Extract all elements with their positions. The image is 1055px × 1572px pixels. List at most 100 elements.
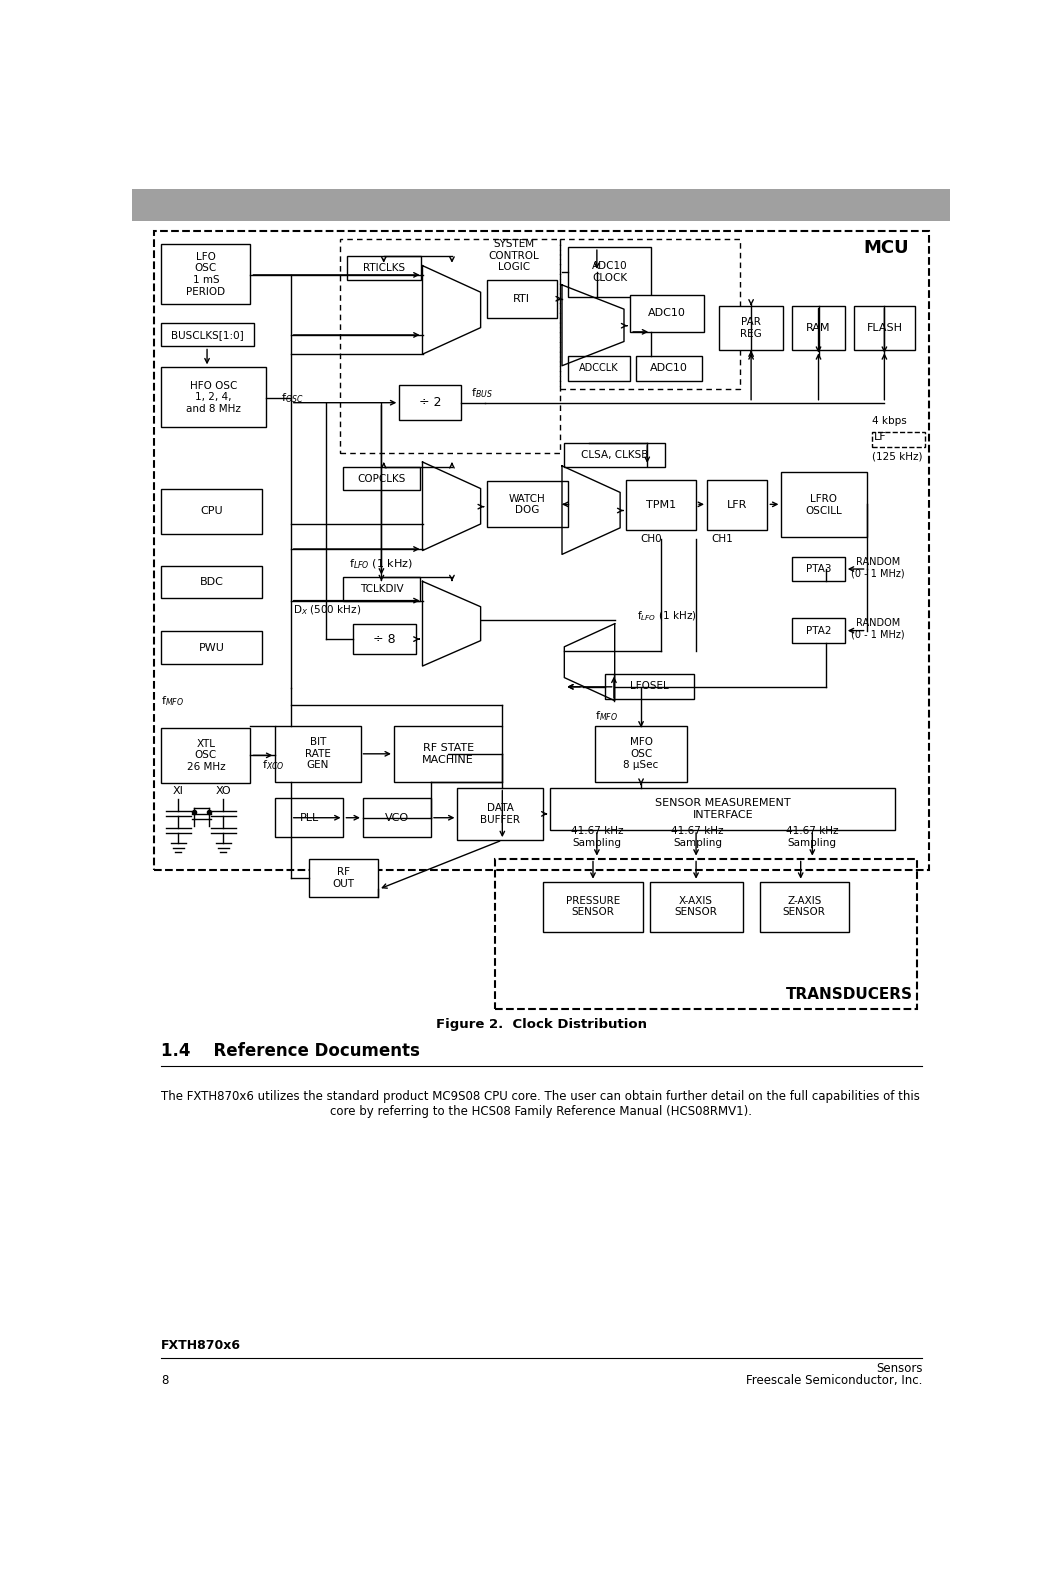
Bar <box>308 858 379 898</box>
Text: MFO
OSC
8 μSec: MFO OSC 8 μSec <box>624 737 658 770</box>
Bar <box>347 256 421 280</box>
Text: f$_{MFO}$: f$_{MFO}$ <box>595 709 618 723</box>
Bar <box>560 239 741 388</box>
Text: BUSCLKS[1:0]: BUSCLKS[1:0] <box>172 330 244 340</box>
Text: HFO OSC
1, 2, 4,
and 8 MHz: HFO OSC 1, 2, 4, and 8 MHz <box>186 380 242 413</box>
Text: BDC: BDC <box>199 577 224 586</box>
Text: f$_{XCO}$: f$_{XCO}$ <box>262 758 285 772</box>
Bar <box>569 247 651 297</box>
Text: RTICLKS: RTICLKS <box>363 263 405 274</box>
Bar <box>760 882 849 932</box>
Text: RF STATE
MACHINE: RF STATE MACHINE <box>422 744 474 764</box>
Bar <box>605 674 694 700</box>
Bar <box>792 305 845 351</box>
Text: DATA
BUFFER: DATA BUFFER <box>480 803 520 825</box>
Bar <box>720 305 783 351</box>
Bar <box>486 280 557 318</box>
Bar <box>564 443 665 467</box>
Bar <box>394 726 502 781</box>
Text: SYSTEM
CONTROL
LOGIC: SYSTEM CONTROL LOGIC <box>488 239 539 272</box>
Text: RF
OUT: RF OUT <box>332 868 354 888</box>
Text: PLL: PLL <box>300 813 319 822</box>
Bar <box>363 799 431 836</box>
Text: XO: XO <box>215 786 231 795</box>
Text: 4 kbps: 4 kbps <box>872 417 906 426</box>
Text: PAR
REG: PAR REG <box>741 318 762 340</box>
Text: XI: XI <box>173 786 184 795</box>
Text: Figure 2.  Clock Distribution: Figure 2. Clock Distribution <box>436 1017 647 1031</box>
Text: WATCH
DOG: WATCH DOG <box>510 494 545 516</box>
Text: f$_{LFO}$ (1 kHz): f$_{LFO}$ (1 kHz) <box>349 558 413 571</box>
Bar <box>792 556 845 582</box>
Text: CH1: CH1 <box>711 534 733 544</box>
Text: 8: 8 <box>161 1374 169 1387</box>
Text: PTA3: PTA3 <box>806 564 831 574</box>
Bar <box>569 355 630 380</box>
Bar <box>161 368 266 428</box>
Text: FXTH870x6: FXTH870x6 <box>161 1339 242 1352</box>
Text: COPCLKS: COPCLKS <box>358 473 405 484</box>
Text: CH0: CH0 <box>640 534 661 544</box>
Text: TCLKDIV: TCLKDIV <box>360 585 403 594</box>
Text: SENSOR MEASUREMENT
INTERFACE: SENSOR MEASUREMENT INTERFACE <box>655 799 790 819</box>
Text: The FXTH870x6 utilizes the standard product MC9S08 CPU core. The user can obtain: The FXTH870x6 utilizes the standard prod… <box>161 1089 920 1118</box>
Text: ADCCLK: ADCCLK <box>579 363 619 374</box>
Text: Z-AXIS
SENSOR: Z-AXIS SENSOR <box>783 896 826 918</box>
Text: f$_{LFO}$ (1 kHz): f$_{LFO}$ (1 kHz) <box>637 610 696 623</box>
Text: 41.67 kHz
Sampling: 41.67 kHz Sampling <box>671 827 724 847</box>
Text: VCO: VCO <box>385 813 409 822</box>
Bar <box>855 305 915 351</box>
Text: BIT
RATE
GEN: BIT RATE GEN <box>305 737 331 770</box>
Text: X-AXIS
SENSOR: X-AXIS SENSOR <box>674 896 717 918</box>
Bar <box>352 624 417 654</box>
Bar <box>792 618 845 643</box>
Text: FLASH: FLASH <box>866 322 902 333</box>
Text: MCU: MCU <box>863 239 908 256</box>
Text: TRANSDUCERS: TRANSDUCERS <box>786 987 913 1003</box>
Text: f$_{BUS}$: f$_{BUS}$ <box>471 385 493 399</box>
Bar <box>161 728 250 783</box>
Bar <box>782 472 866 538</box>
Bar <box>161 324 254 346</box>
Text: ADC10: ADC10 <box>648 308 686 319</box>
Text: LFR: LFR <box>727 500 747 509</box>
Text: f$_{MFO}$: f$_{MFO}$ <box>161 693 185 707</box>
Text: 41.67 kHz
Sampling: 41.67 kHz Sampling <box>571 827 624 847</box>
Bar <box>627 479 696 530</box>
Text: LF: LF <box>875 432 887 442</box>
Text: XTL
OSC
26 MHz: XTL OSC 26 MHz <box>187 739 225 772</box>
Text: TPM1: TPM1 <box>646 500 676 509</box>
Text: PRESSURE
SENSOR: PRESSURE SENSOR <box>565 896 620 918</box>
Text: RANDOM
(0 - 1 MHz): RANDOM (0 - 1 MHz) <box>851 618 905 640</box>
Bar <box>458 788 542 839</box>
Text: ADC10
CLOCK: ADC10 CLOCK <box>592 261 628 283</box>
Bar <box>635 355 702 380</box>
Text: CPU: CPU <box>200 506 223 516</box>
Text: CLSA, CLKSB: CLSA, CLKSB <box>581 450 649 461</box>
Bar <box>154 231 928 869</box>
Bar <box>630 296 704 332</box>
Text: Sensors: Sensors <box>876 1361 922 1376</box>
Bar <box>161 489 262 533</box>
Text: LFRO
OSCILL: LFRO OSCILL <box>806 494 842 516</box>
Text: f$_{OSC}$: f$_{OSC}$ <box>281 391 303 406</box>
Bar <box>275 726 361 781</box>
Bar <box>161 566 262 599</box>
Bar <box>275 799 344 836</box>
Bar <box>399 385 461 420</box>
Text: RAM: RAM <box>806 322 830 333</box>
Text: D$_X$ (500 kHz): D$_X$ (500 kHz) <box>293 604 361 618</box>
Bar <box>542 882 644 932</box>
Text: Freescale Semiconductor, Inc.: Freescale Semiconductor, Inc. <box>746 1374 922 1387</box>
Text: ADC10: ADC10 <box>650 363 688 374</box>
Text: ÷ 2: ÷ 2 <box>419 396 441 409</box>
Bar <box>495 858 917 1009</box>
Text: RTI: RTI <box>513 294 531 303</box>
Text: RANDOM
(0 - 1 MHz): RANDOM (0 - 1 MHz) <box>851 556 905 578</box>
Bar <box>650 882 743 932</box>
Bar <box>343 467 420 490</box>
Bar <box>340 239 560 453</box>
Text: 41.67 kHz
Sampling: 41.67 kHz Sampling <box>786 827 839 847</box>
Bar <box>872 432 924 448</box>
Bar <box>551 788 896 830</box>
